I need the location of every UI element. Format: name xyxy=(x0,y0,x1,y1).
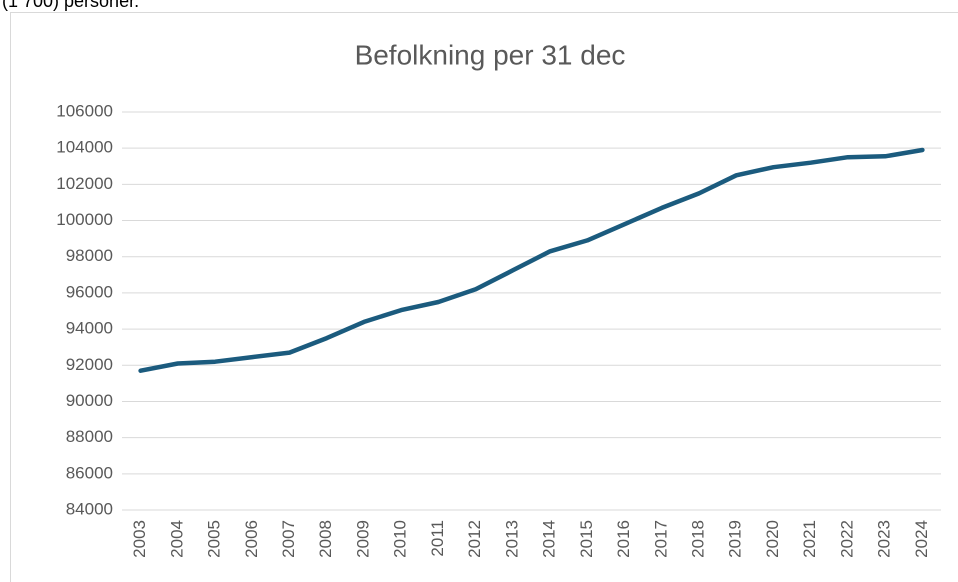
chart-title: Befolkning per 31 dec xyxy=(355,39,626,70)
x-tick-label: 2015 xyxy=(577,520,596,558)
y-tick-label: 92000 xyxy=(66,355,113,374)
y-tick-label: 94000 xyxy=(66,319,113,338)
x-tick-label: 2010 xyxy=(391,520,410,558)
x-tick-label: 2018 xyxy=(689,520,708,558)
y-tick-label: 106000 xyxy=(56,101,113,120)
x-tick-label: 2022 xyxy=(837,520,856,558)
x-tick-label: 2020 xyxy=(763,520,782,558)
x-tick-label: 2016 xyxy=(614,520,633,558)
x-tick-label: 2006 xyxy=(242,520,261,558)
x-tick-label: 2007 xyxy=(279,520,298,558)
x-tick-label: 2009 xyxy=(353,520,372,558)
chart-border xyxy=(10,12,958,582)
x-tick-label: 2017 xyxy=(651,520,670,558)
y-tick-label: 90000 xyxy=(66,391,113,410)
y-tick-label: 102000 xyxy=(56,174,113,193)
x-tick-label: 2008 xyxy=(316,520,335,558)
x-tick-label: 2024 xyxy=(912,520,931,558)
y-tick-label: 84000 xyxy=(66,499,113,518)
x-tick-label: 2011 xyxy=(428,520,447,557)
y-tick-label: 100000 xyxy=(56,210,113,229)
y-tick-label: 88000 xyxy=(66,427,113,446)
y-tick-label: 98000 xyxy=(66,246,113,265)
x-tick-label: 2014 xyxy=(540,520,559,558)
x-tick-label: 2004 xyxy=(167,520,186,558)
x-tick-label: 2012 xyxy=(465,520,484,558)
x-tick-label: 2019 xyxy=(726,520,745,558)
y-tick-label: 104000 xyxy=(56,138,113,157)
x-tick-label: 2021 xyxy=(800,520,819,558)
y-tick-label: 86000 xyxy=(66,463,113,482)
data-line xyxy=(138,147,925,373)
x-tick-label: 2005 xyxy=(205,520,224,558)
y-tick-label: 96000 xyxy=(66,282,113,301)
x-tick-label: 2023 xyxy=(875,520,894,558)
context-text: (1 700) personer. xyxy=(2,0,139,11)
x-tick-label: 2013 xyxy=(502,520,521,558)
x-tick-label: 2003 xyxy=(130,520,149,558)
